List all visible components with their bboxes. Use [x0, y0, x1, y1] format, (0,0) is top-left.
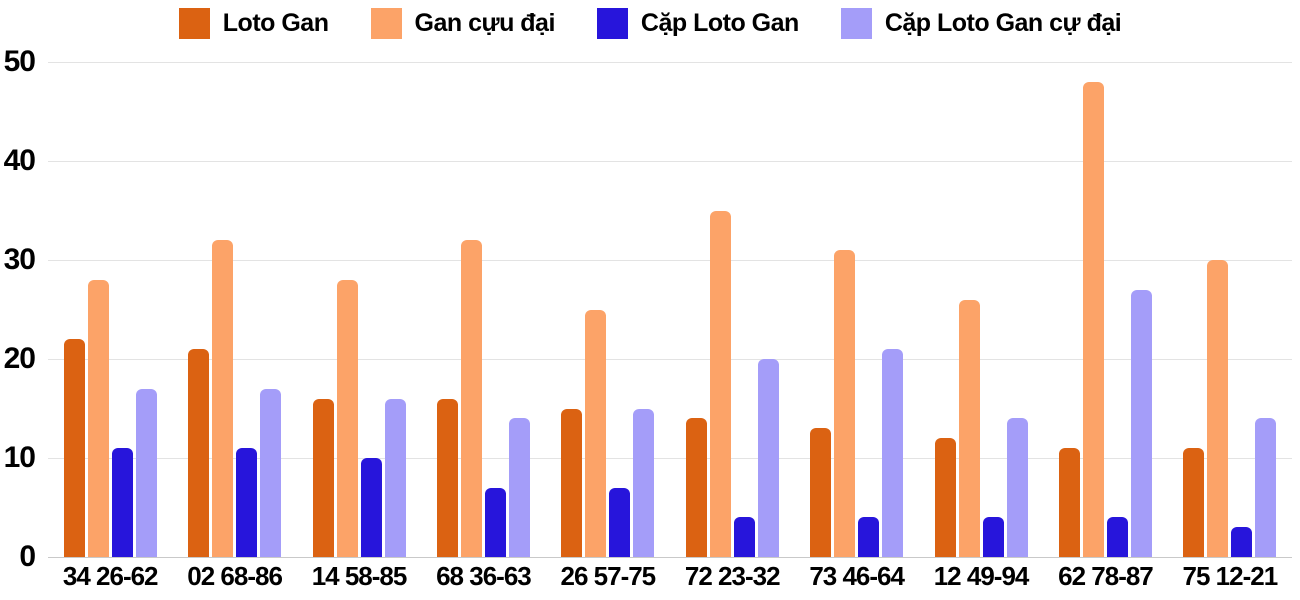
bar[interactable] — [633, 408, 655, 557]
bar[interactable] — [1130, 289, 1152, 557]
bar-group — [1043, 62, 1167, 557]
x-axis-label: 62 78-87 — [1058, 561, 1154, 591]
gridline — [48, 260, 1292, 261]
x-axis-label: 72 23-32 — [684, 561, 781, 591]
bar-group — [172, 62, 296, 557]
bar[interactable] — [188, 349, 210, 557]
bar-group — [794, 62, 918, 557]
legend-swatch-icon — [840, 8, 872, 39]
bar[interactable] — [236, 448, 258, 557]
bar[interactable] — [135, 388, 157, 557]
gridline — [48, 161, 1292, 162]
x-axis-label: 26 57-75 — [560, 561, 657, 591]
y-axis-label: 10 — [3, 441, 36, 474]
bar[interactable] — [834, 250, 856, 557]
bar-group — [670, 62, 794, 557]
bar[interactable] — [982, 517, 1004, 557]
bar[interactable] — [709, 210, 731, 557]
bar-group — [421, 62, 545, 557]
legend-swatch-icon — [370, 8, 402, 39]
legend-item-loto-gan: Loto Gan — [178, 8, 329, 39]
bar[interactable] — [561, 408, 583, 557]
bar-group — [48, 62, 172, 557]
x-axis-label: 14 58-85 — [311, 561, 408, 591]
bar[interactable] — [336, 279, 358, 557]
gridline — [48, 62, 1292, 63]
bar[interactable] — [958, 299, 980, 557]
x-axis-labels: 34 26-62 02 68-86 14 58-85 68 36-63 26 57-75… — [48, 561, 1292, 592]
bar[interactable] — [360, 458, 382, 557]
legend-label: Cặp Loto Gan — [640, 9, 799, 37]
bar-group — [919, 62, 1043, 557]
legend-label: Loto Gan — [222, 9, 329, 37]
bar[interactable] — [810, 428, 832, 557]
bar[interactable] — [436, 398, 458, 557]
y-axis-label: 0 — [19, 540, 36, 573]
x-axis-line — [48, 557, 1292, 558]
bar[interactable] — [1255, 418, 1277, 557]
bar[interactable] — [1106, 517, 1128, 557]
bar[interactable] — [508, 418, 530, 557]
legend-swatch-icon — [178, 8, 210, 39]
bar[interactable] — [1082, 81, 1104, 557]
bar[interactable] — [757, 359, 779, 557]
legend-swatch-icon — [596, 8, 628, 39]
bar[interactable] — [609, 487, 631, 557]
legend-item-cap-loto-gan-cu-dai: Cặp Loto Gan cự đại — [840, 8, 1122, 39]
y-axis-label: 40 — [3, 144, 36, 177]
gridline — [48, 359, 1292, 360]
bar[interactable] — [111, 448, 133, 557]
bar-group — [297, 62, 421, 557]
bar[interactable] — [87, 279, 109, 557]
bar[interactable] — [63, 339, 85, 557]
bar[interactable] — [858, 517, 880, 557]
bar[interactable] — [460, 240, 482, 557]
x-axis-label: 12 49-94 — [933, 561, 1030, 591]
bar[interactable] — [1231, 527, 1253, 557]
x-axis-label: 75 12-21 — [1182, 561, 1279, 591]
bar[interactable] — [585, 309, 607, 557]
bar[interactable] — [212, 240, 234, 557]
plot-area: 0 10 20 30 40 50 — [4, 47, 1292, 572]
y-axis-label: 20 — [3, 342, 36, 375]
bar[interactable] — [1058, 448, 1080, 557]
bar-group — [1168, 62, 1292, 557]
y-axis-label: 50 — [3, 45, 36, 78]
bar-group — [546, 62, 670, 557]
bar-groups-container — [48, 62, 1292, 557]
bar[interactable] — [1006, 418, 1028, 557]
legend-label: Gan cựu đại — [414, 9, 556, 37]
legend-item-cap-loto-gan: Cặp Loto Gan — [596, 8, 799, 39]
bar[interactable] — [882, 349, 904, 557]
bar[interactable] — [260, 388, 282, 557]
legend-item-gan-cuu-dai: Gan cựu đại — [370, 8, 556, 39]
x-axis-label: 02 68-86 — [187, 561, 283, 591]
bar[interactable] — [1207, 260, 1229, 557]
bar[interactable] — [312, 398, 334, 557]
gridline — [48, 458, 1292, 459]
x-axis-label: 34 26-62 — [62, 561, 159, 591]
legend: Loto Gan Gan cựu đại Cặp Loto Gan Cặp Lo… — [0, 8, 1300, 39]
bar[interactable] — [384, 398, 406, 557]
bar[interactable] — [1183, 448, 1205, 557]
bar[interactable] — [934, 438, 956, 557]
x-axis-label: 73 46-64 — [809, 561, 905, 591]
bar[interactable] — [733, 517, 755, 557]
y-axis-label: 30 — [3, 243, 36, 276]
bar[interactable] — [685, 418, 707, 557]
x-axis-label: 68 36-63 — [436, 561, 532, 591]
legend-label: Cặp Loto Gan cự đại — [884, 9, 1122, 37]
bar[interactable] — [484, 487, 506, 557]
